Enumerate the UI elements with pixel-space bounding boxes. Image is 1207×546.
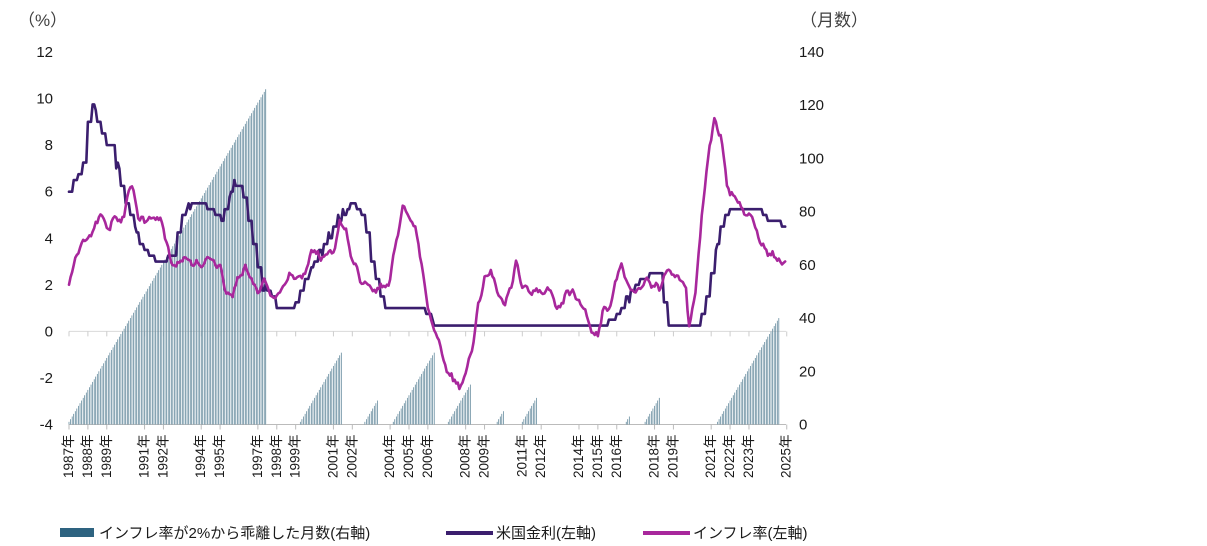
svg-text:2023年: 2023年 [741,435,756,479]
svg-text:-4: -4 [40,417,53,434]
svg-text:6: 6 [45,184,53,201]
svg-text:20: 20 [799,363,816,380]
svg-text:1987年: 1987年 [61,435,76,479]
svg-text:1998年: 1998年 [269,435,284,479]
svg-text:インフレ率が2%から乖離した月数(右軸): インフレ率が2%から乖離した月数(右軸) [99,524,370,542]
svg-text:80: 80 [799,204,816,221]
svg-text:2025年: 2025年 [779,435,794,479]
svg-text:2009年: 2009年 [477,435,492,479]
svg-text:2008年: 2008年 [458,435,473,479]
svg-text:2022年: 2022年 [722,435,737,479]
svg-text:4: 4 [45,230,53,247]
svg-text:2004年: 2004年 [382,435,397,479]
svg-text:2005年: 2005年 [401,435,416,479]
svg-text:米国金利(左軸): 米国金利(左軸) [496,525,596,542]
svg-text:1999年: 1999年 [288,435,303,479]
svg-text:0: 0 [45,323,53,340]
svg-text:2001年: 2001年 [325,435,340,479]
svg-text:10: 10 [36,91,53,108]
svg-text:-2: -2 [40,370,53,387]
svg-text:インフレ率(左軸): インフレ率(左軸) [693,525,808,542]
svg-text:1989年: 1989年 [99,435,114,479]
svg-text:（月数）: （月数） [800,11,868,30]
svg-text:2021年: 2021年 [703,435,718,479]
svg-text:1994年: 1994年 [193,435,208,479]
svg-text:2012年: 2012年 [533,435,548,479]
svg-text:1991年: 1991年 [137,435,152,479]
svg-text:1988年: 1988年 [80,435,95,479]
svg-text:100: 100 [799,150,824,167]
svg-text:2015年: 2015年 [590,435,605,479]
svg-text:2019年: 2019年 [665,435,680,479]
svg-text:1995年: 1995年 [212,435,227,479]
svg-text:2006年: 2006年 [420,435,435,479]
svg-text:2018年: 2018年 [647,435,662,479]
svg-text:140: 140 [799,44,824,61]
svg-text:（%）: （%） [18,11,67,30]
svg-text:0: 0 [799,417,807,434]
svg-text:2: 2 [45,277,53,294]
svg-text:2014年: 2014年 [571,435,586,479]
svg-text:2011年: 2011年 [514,435,529,478]
svg-text:1997年: 1997年 [250,435,265,479]
svg-text:40: 40 [799,310,816,327]
svg-text:2016年: 2016年 [609,435,624,479]
svg-text:2002年: 2002年 [344,435,359,479]
svg-text:1992年: 1992年 [155,435,170,479]
svg-text:60: 60 [799,257,816,274]
svg-text:120: 120 [799,97,824,114]
svg-text:8: 8 [45,137,53,154]
svg-text:12: 12 [36,44,53,61]
